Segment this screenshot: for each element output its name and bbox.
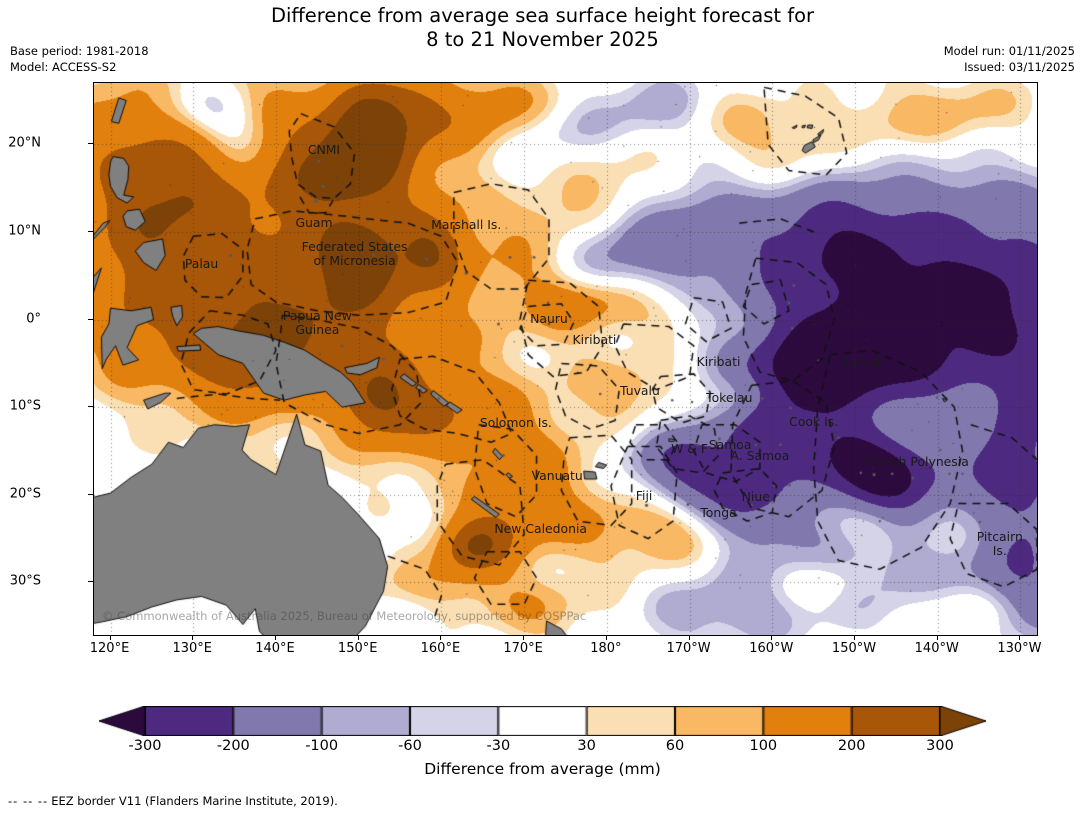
y-axis-tick-mark — [88, 143, 93, 145]
x-axis-tick-label: 120°E — [89, 641, 130, 656]
colorbar-tick-label: -30 — [486, 738, 511, 754]
x-axis-tick-label: 160°W — [749, 641, 794, 656]
y-axis-tick-label: 10°S — [9, 398, 41, 414]
map-plot-area[interactable]: CNMI Guam Marshall Is. Palau Federated State… — [93, 82, 1038, 636]
x-axis-tick-label: 180° — [590, 641, 622, 656]
model-text: Model: ACCESS-S2 — [10, 60, 117, 74]
colorbar-tick-label: 30 — [577, 738, 596, 754]
x-axis-tick-mark — [440, 635, 442, 640]
x-axis-tick-label: 140°E — [255, 641, 295, 656]
x-axis-tick-mark — [605, 635, 607, 640]
colorbar-tick-label: -100 — [305, 738, 339, 754]
eez-footer-text: EEZ border V11 (Flanders Marine Institut… — [51, 794, 338, 808]
y-axis-tick-label: 30°S — [9, 573, 41, 589]
header: Difference from average sea surface heig… — [0, 0, 1085, 82]
y-axis-tick-label: 20°N — [8, 135, 41, 151]
x-axis-tick-mark — [192, 635, 194, 640]
metadata-right: Model run: 01/11/2025 Issued: 03/11/2025 — [944, 43, 1075, 75]
x-axis-tick-label: 170°E — [503, 641, 543, 656]
x-axis-tick-mark — [688, 635, 690, 640]
copyright-watermark: © Commonwealth of Australia 2025, Bureau… — [102, 609, 587, 623]
y-axis-tick-label: 0° — [26, 311, 41, 327]
x-axis-tick-label: 150°E — [337, 641, 378, 656]
x-axis-tick-mark — [109, 635, 111, 640]
y-axis-tick-mark — [88, 581, 93, 583]
colorbar-gradient — [99, 706, 986, 736]
colorbar-tick-label: -200 — [216, 738, 250, 754]
y-axis-tick-mark — [88, 406, 93, 408]
issued-text: Issued: 03/11/2025 — [964, 60, 1075, 74]
colorbar-tick-label: 300 — [926, 738, 954, 754]
model-run-text: Model run: 01/11/2025 — [943, 44, 1075, 58]
eez-dash-sample: -- -- -- — [8, 794, 49, 808]
sea-surface-height-anomaly-map — [94, 83, 1037, 635]
colorbar-tick-label: -300 — [128, 738, 162, 754]
metadata-left: Base period: 1981-2018 Model: ACCESS-S2 — [10, 43, 149, 75]
x-axis-tick-mark — [523, 635, 525, 640]
y-axis-tick-mark — [88, 318, 93, 320]
base-period-text: Base period: 1981-2018 — [10, 44, 149, 58]
x-axis-tick-mark — [854, 635, 856, 640]
x-axis-tick-mark — [936, 635, 938, 640]
x-axis-tick-label: 130°E — [172, 641, 213, 656]
colorbar-tick-label: 60 — [665, 738, 685, 754]
colorbar-tick-label: 100 — [749, 738, 778, 754]
colorbar-tick-label: -60 — [398, 738, 422, 754]
y-axis-tick-mark — [88, 493, 93, 495]
x-axis-tick-mark — [274, 635, 276, 640]
x-axis-tick-label: 170°W — [666, 641, 711, 656]
y-axis-tick-label: 10°N — [8, 223, 41, 239]
x-axis-tick-label: 150°W — [831, 641, 877, 656]
colorbar-title: Difference from average (mm) — [424, 760, 661, 778]
y-axis-tick-label: 20°S — [9, 486, 41, 502]
footer-note: -- -- -- EEZ border V11 (Flanders Marine … — [8, 794, 338, 808]
x-axis-tick-label: 160°E — [420, 641, 461, 656]
y-axis-tick-mark — [88, 230, 93, 232]
x-axis-tick-mark — [1019, 635, 1021, 640]
colorbar-section: -300 -200 -100 -60 -30 30 60 100 200 300 Differen… — [0, 700, 1085, 790]
x-axis-tick-mark — [771, 635, 773, 640]
page-title: Difference from average sea surface heig… — [270, 4, 815, 51]
x-axis-tick-label: 140°W — [914, 641, 959, 656]
x-axis-tick-mark — [357, 635, 359, 640]
colorbar-tick-label: 200 — [837, 738, 866, 754]
x-axis-tick-label: 130°W — [997, 641, 1042, 656]
